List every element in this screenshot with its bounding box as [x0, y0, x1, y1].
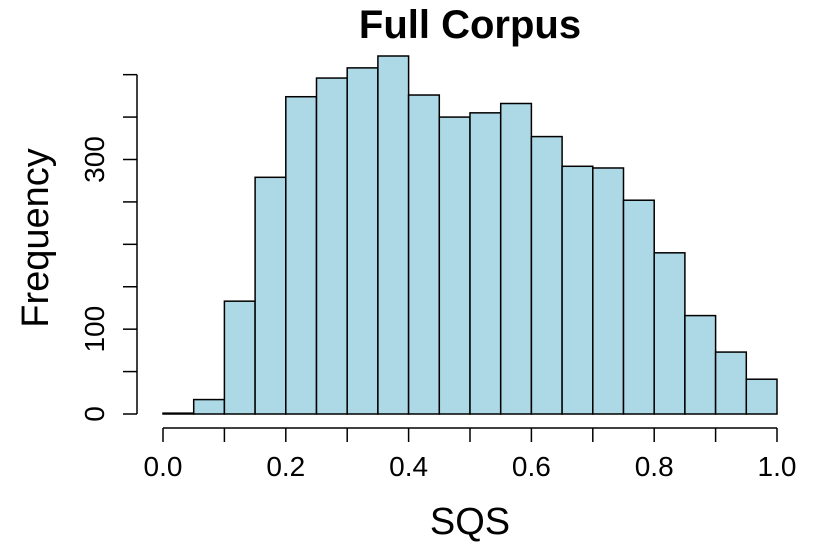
histogram-bar: [407, 94, 441, 415]
x-tick-label: 0.4: [389, 451, 428, 482]
x-tick-label: 0.0: [144, 451, 183, 482]
y-axis: 0 100 300: [79, 73, 138, 422]
histogram-bar: [162, 412, 195, 415]
x-tick-label: 0.2: [266, 451, 305, 482]
histogram-bar: [592, 167, 625, 415]
x-tick-label: 0.8: [635, 451, 674, 482]
x-tick-label: 1.0: [758, 451, 797, 482]
histogram-bar: [377, 55, 410, 415]
histogram-bar: [469, 112, 502, 415]
histogram-bar: [346, 67, 379, 415]
histogram-bar: [192, 398, 226, 415]
y-tick-label: 100: [79, 306, 110, 353]
histogram-bar: [561, 165, 594, 415]
x-tick-label: 0.6: [512, 451, 551, 482]
x-axis-ticks: 0.0 0.2 0.4 0.6 0.8 1.0: [144, 428, 797, 482]
histogram-bar: [223, 300, 256, 415]
histogram-bar: [285, 95, 318, 415]
histogram-bars: [162, 55, 778, 415]
y-tick-label: 300: [79, 136, 110, 183]
histogram-bar: [315, 77, 348, 415]
histogram-bar: [530, 135, 563, 415]
x-axis-label: SQS: [430, 501, 510, 543]
histogram-bar: [622, 199, 655, 415]
histogram-bar: [684, 314, 717, 415]
y-tick-label: 0: [79, 406, 110, 422]
y-axis-label: Frequency: [15, 148, 57, 328]
histogram-bar: [438, 116, 471, 415]
histogram-bar: [745, 378, 778, 415]
histogram-bar: [653, 252, 686, 415]
histogram-bar: [254, 176, 287, 415]
x-axis: 0.0 0.2 0.4 0.6 0.8 1.0: [144, 427, 797, 482]
chart-title: Full Corpus: [359, 3, 581, 47]
y-axis-ticks: 0 100 300: [79, 73, 137, 422]
histogram-bar: [499, 102, 533, 415]
histogram-bar: [714, 351, 748, 415]
